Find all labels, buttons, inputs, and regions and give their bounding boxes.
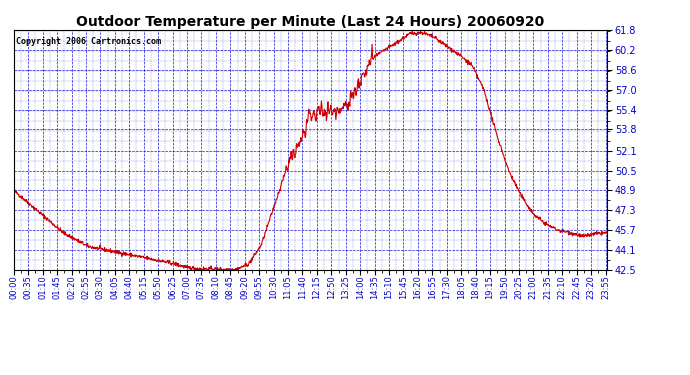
Title: Outdoor Temperature per Minute (Last 24 Hours) 20060920: Outdoor Temperature per Minute (Last 24 … [77, 15, 544, 29]
Text: Copyright 2006 Cartronics.com: Copyright 2006 Cartronics.com [16, 37, 161, 46]
